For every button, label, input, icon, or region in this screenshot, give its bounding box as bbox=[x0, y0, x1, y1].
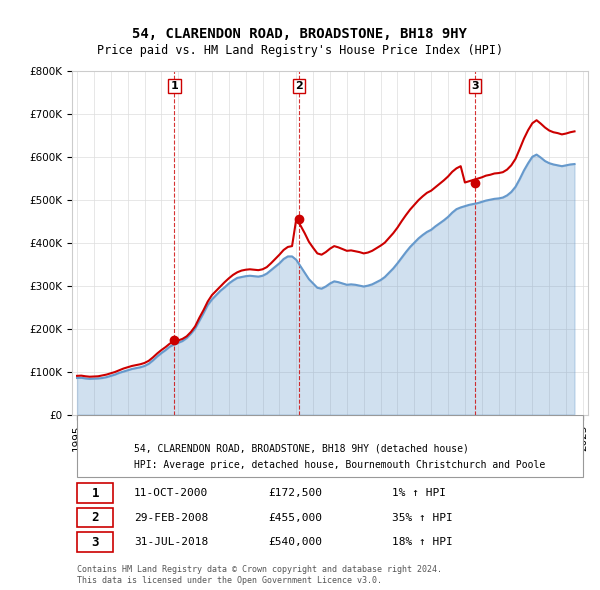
Text: 2: 2 bbox=[295, 81, 303, 91]
FancyBboxPatch shape bbox=[77, 508, 113, 527]
Text: 18% ↑ HPI: 18% ↑ HPI bbox=[392, 537, 452, 547]
Text: HPI: Average price, detached house, Bournemouth Christchurch and Poole: HPI: Average price, detached house, Bour… bbox=[134, 460, 545, 470]
Text: 31-JUL-2018: 31-JUL-2018 bbox=[134, 537, 208, 547]
Text: £455,000: £455,000 bbox=[268, 513, 322, 523]
Text: 54, CLARENDON ROAD, BROADSTONE, BH18 9HY (detached house): 54, CLARENDON ROAD, BROADSTONE, BH18 9HY… bbox=[134, 444, 469, 454]
Text: Price paid vs. HM Land Registry's House Price Index (HPI): Price paid vs. HM Land Registry's House … bbox=[97, 44, 503, 57]
Text: 3: 3 bbox=[91, 536, 99, 549]
FancyBboxPatch shape bbox=[77, 532, 113, 552]
Text: 1: 1 bbox=[91, 487, 99, 500]
Text: 3: 3 bbox=[471, 81, 479, 91]
Text: Contains HM Land Registry data © Crown copyright and database right 2024.
This d: Contains HM Land Registry data © Crown c… bbox=[77, 565, 442, 585]
Text: 11-OCT-2000: 11-OCT-2000 bbox=[134, 488, 208, 498]
Text: 1% ↑ HPI: 1% ↑ HPI bbox=[392, 488, 446, 498]
FancyBboxPatch shape bbox=[77, 415, 583, 477]
Text: 54, CLARENDON ROAD, BROADSTONE, BH18 9HY: 54, CLARENDON ROAD, BROADSTONE, BH18 9HY bbox=[133, 27, 467, 41]
Text: 29-FEB-2008: 29-FEB-2008 bbox=[134, 513, 208, 523]
Text: £172,500: £172,500 bbox=[268, 488, 322, 498]
Text: 2: 2 bbox=[91, 511, 99, 524]
Text: £540,000: £540,000 bbox=[268, 537, 322, 547]
Text: 35% ↑ HPI: 35% ↑ HPI bbox=[392, 513, 452, 523]
FancyBboxPatch shape bbox=[77, 483, 113, 503]
Text: 1: 1 bbox=[170, 81, 178, 91]
